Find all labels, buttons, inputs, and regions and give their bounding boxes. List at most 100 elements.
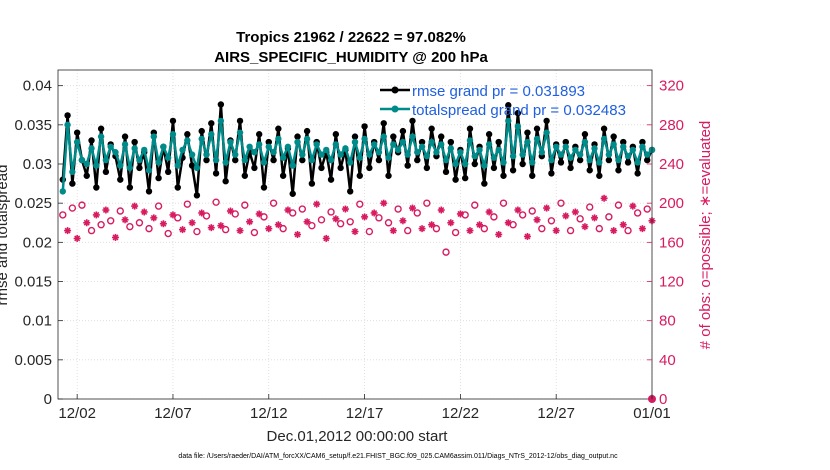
y-tick-label: 0 xyxy=(44,391,52,408)
rmse-point xyxy=(203,156,210,164)
obs-possible-point xyxy=(145,224,153,233)
obs-possible-point xyxy=(528,207,536,215)
totalspread-point xyxy=(452,160,459,168)
obs-possible-point xyxy=(183,200,192,208)
rmse-point xyxy=(519,160,526,168)
totalspread-point xyxy=(438,141,445,148)
x-tick-label: 12/22 xyxy=(442,405,480,422)
asterisk-stroke xyxy=(581,223,588,230)
rmse-point xyxy=(500,172,507,179)
obs-possible-point xyxy=(538,224,546,233)
rmse-point xyxy=(241,172,249,179)
rmse-point xyxy=(294,133,301,140)
obs-evaluated-point xyxy=(169,211,177,219)
asterisk-stroke xyxy=(505,219,512,226)
obs-evaluated-point xyxy=(504,219,512,227)
rmse-point xyxy=(644,156,651,164)
asterisk-stroke xyxy=(486,208,493,215)
asterisk-stroke xyxy=(141,208,148,215)
rmse-point xyxy=(164,168,172,176)
asterisk-stroke xyxy=(562,212,569,219)
rmse-point xyxy=(509,167,517,174)
y-tick-label: 0.005 xyxy=(14,352,52,369)
totalspread-point xyxy=(600,135,608,143)
rmse-point xyxy=(102,168,110,176)
asterisk-stroke xyxy=(304,218,311,225)
obs-possible-point xyxy=(289,209,297,217)
totalspread-point xyxy=(198,135,205,143)
totalspread-point xyxy=(476,146,483,154)
legend: rmse grand pr = 0.031893 totalspread gra… xyxy=(380,83,626,119)
rmse-point xyxy=(303,127,311,135)
rmse-point xyxy=(562,138,569,146)
x-tick-label: 01/01 xyxy=(633,405,671,422)
totalspread-point xyxy=(596,159,603,166)
rmse-point xyxy=(332,131,340,138)
legend-rmse-marker xyxy=(391,86,399,94)
totalspread-point xyxy=(337,151,344,158)
asterisk-stroke xyxy=(476,221,483,228)
obs-possible-point xyxy=(221,225,230,234)
asterisk-stroke xyxy=(313,201,320,208)
obs-evaluated-point xyxy=(523,232,531,240)
totalspread-point xyxy=(203,151,210,158)
asterisk-stroke xyxy=(591,214,598,221)
totalspread-point xyxy=(375,149,383,156)
totalspread-point xyxy=(131,145,138,152)
totalspread-point xyxy=(279,154,287,161)
x-tick-label: 12/12 xyxy=(250,405,288,422)
y-right-tick-label: 200 xyxy=(659,195,684,212)
rmse-point xyxy=(169,117,177,125)
rmse-point xyxy=(514,109,522,117)
asterisk-stroke xyxy=(122,216,129,223)
rmse-point xyxy=(88,137,95,144)
obs-evaluated-point xyxy=(111,233,119,241)
totalspread-point xyxy=(466,137,474,144)
asterisk-stroke xyxy=(399,217,406,224)
totalspread-point xyxy=(59,188,66,195)
asterisk-stroke xyxy=(112,234,119,241)
rmse-point xyxy=(596,172,603,179)
obs-possible-point xyxy=(346,218,354,226)
obs-evaluated-point xyxy=(361,213,369,221)
totalspread-point xyxy=(390,141,397,148)
asterisk-stroke xyxy=(371,209,378,216)
rmse-point xyxy=(361,123,368,130)
totalspread-point xyxy=(236,129,244,136)
totalspread-point xyxy=(88,145,95,152)
totalspread-point xyxy=(212,156,220,164)
rmse-point xyxy=(251,164,258,172)
totalspread-point xyxy=(327,156,335,164)
asterisk-stroke xyxy=(639,225,646,232)
obs-possible-point xyxy=(116,207,124,215)
obs-evaluated-point xyxy=(246,218,254,226)
totalspread-point xyxy=(490,154,498,161)
y-tick-label: 0.04 xyxy=(23,78,52,95)
rmse-point xyxy=(356,172,363,179)
totalspread-point xyxy=(78,156,86,164)
totalspread-point xyxy=(160,143,167,150)
obs-evaluated-point xyxy=(571,208,579,216)
totalspread-point xyxy=(332,141,340,148)
obs-evaluated-point xyxy=(600,194,608,202)
obs-possible-point xyxy=(193,227,201,236)
totalspread-point xyxy=(361,135,368,143)
totalspread-point xyxy=(179,146,186,154)
y-right-tick-label: 320 xyxy=(659,78,684,95)
obs-possible-point xyxy=(442,248,450,256)
obs-possible-point xyxy=(59,211,67,219)
totalspread-point xyxy=(270,149,277,156)
obs-possible-point xyxy=(432,224,441,233)
rmse-point xyxy=(236,117,244,125)
rmse-point xyxy=(198,127,205,135)
y-tick-label: 0.03 xyxy=(23,156,52,173)
x-tick-label: 12/17 xyxy=(346,405,384,422)
obs-evaluated-point xyxy=(581,223,589,231)
totalspread-point xyxy=(126,164,134,172)
asterisk-stroke xyxy=(524,233,531,240)
obs-evaluated-point xyxy=(610,227,618,235)
totalspread-point xyxy=(485,141,493,148)
rmse-point xyxy=(308,180,316,187)
x-axis-label: Dec.01,2012 00:00:00 start xyxy=(267,428,449,445)
asterisk-stroke xyxy=(179,226,186,233)
